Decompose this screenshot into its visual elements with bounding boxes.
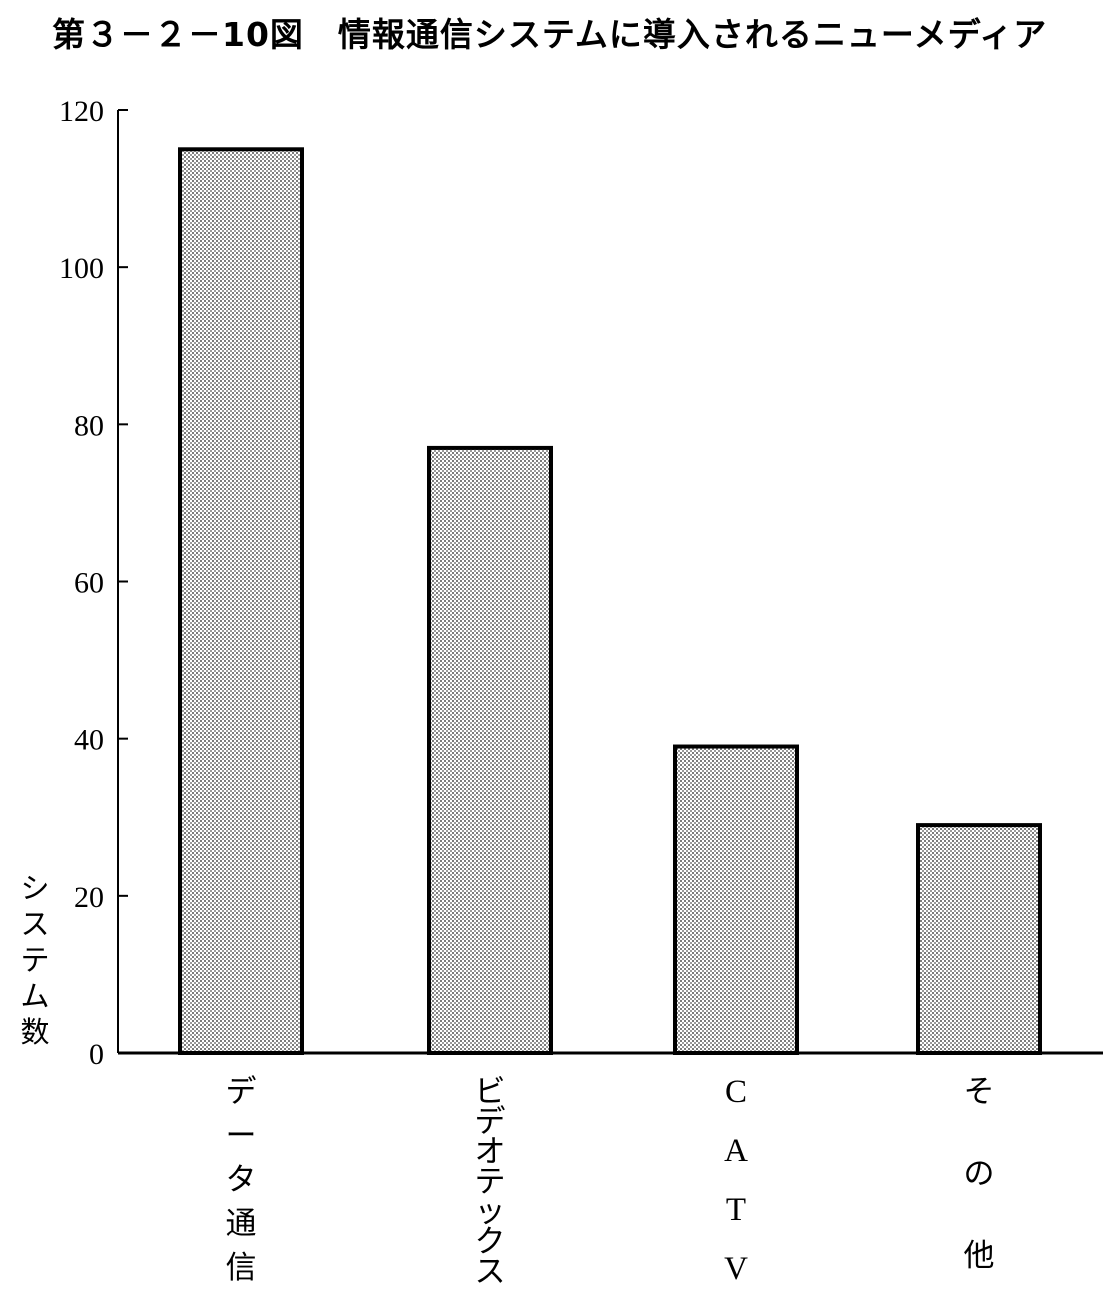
- chart-title: 第３－２－10図 情報通信システムに導入されるニューメディア: [52, 15, 1048, 54]
- bar-1: [178, 147, 304, 1055]
- x-category-labels: データ通信 ビデオテックス C A T V その他: [226, 1074, 995, 1289]
- bar-3: [673, 744, 799, 1056]
- bar-4: [916, 823, 1042, 1055]
- y-ticks: 0 20 40 60 80 100 120: [59, 95, 128, 1071]
- bar-2: [427, 445, 553, 1055]
- category-label-2: ビデオテックス: [475, 1074, 506, 1289]
- y-tick-label: 80: [74, 409, 104, 442]
- y-axis-label: システム数: [20, 871, 50, 1049]
- y-tick-label: 60: [74, 567, 104, 600]
- bars: [178, 147, 1042, 1056]
- y-tick-label: 0: [89, 1038, 104, 1071]
- category-label-1: データ通信: [226, 1074, 257, 1286]
- category-label-4: その他: [964, 1074, 995, 1274]
- y-tick-label: 20: [74, 881, 104, 914]
- y-tick-label: 120: [59, 95, 104, 128]
- y-tick-label: 40: [74, 724, 104, 757]
- y-tick-label: 100: [59, 252, 104, 285]
